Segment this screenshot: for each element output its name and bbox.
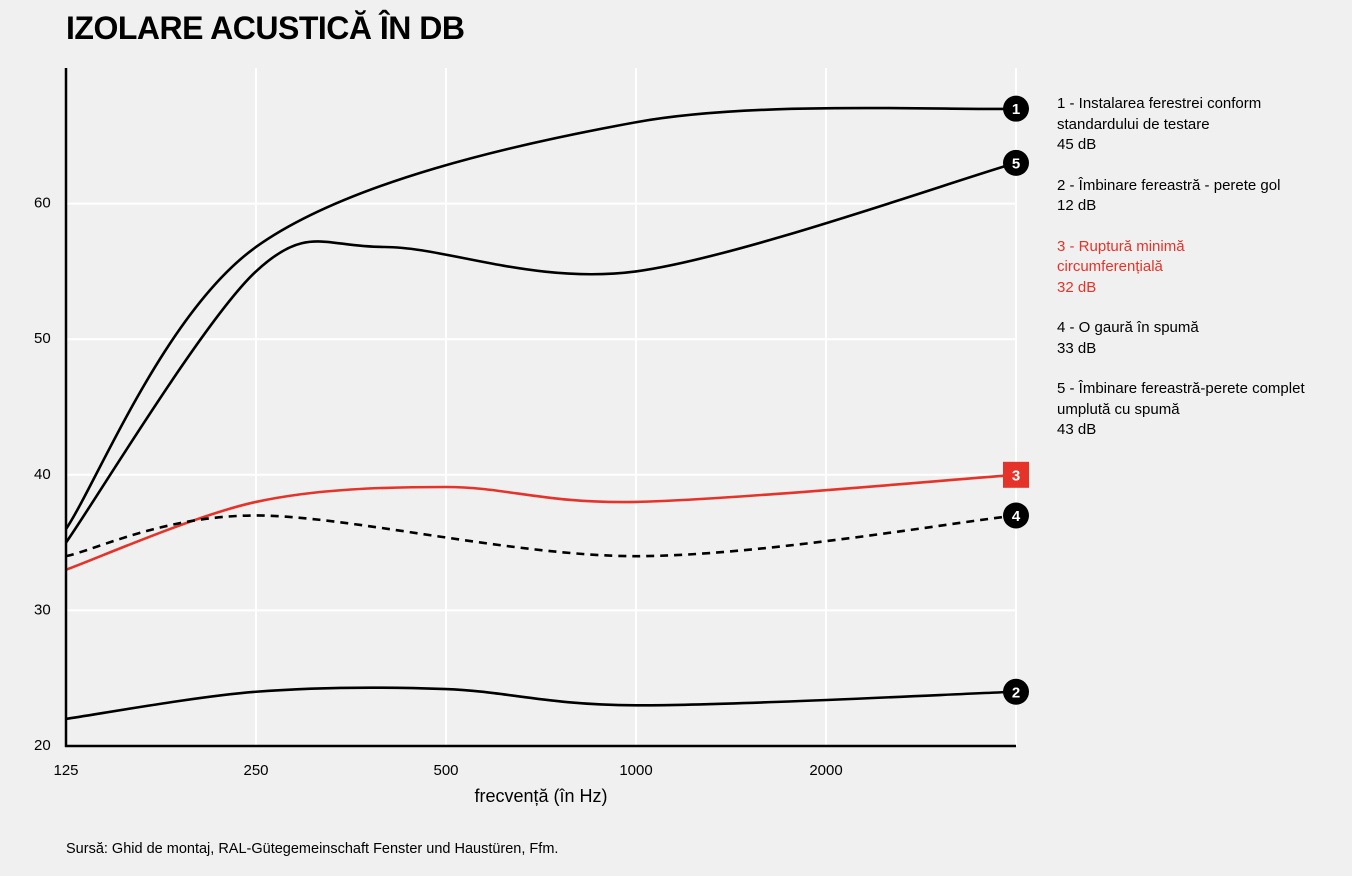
line-chart: 125 250 500 1000 2000 20 30 40 50 60 1 5 3 4 2 frecve… (34, 68, 1029, 806)
series-marker-1 (1003, 95, 1029, 122)
y-tick-label: 20 (34, 737, 51, 754)
series-line-5 (64, 161, 1017, 544)
series-line-3 (65, 473, 1017, 571)
series-marker-2 (1003, 678, 1029, 705)
series-marker-label-3: 3 (1012, 467, 1020, 484)
legend-item: 3 - Ruptură minimă circumferențială 32 dB (1057, 237, 1347, 299)
series-marker-label-2: 2 (1012, 684, 1020, 701)
y-tick-label: 50 (34, 330, 51, 347)
series-marker-label-1: 1 (1012, 101, 1020, 118)
legend-text: umplută cu spumă (1057, 400, 1180, 418)
legend-text: 4 - O gaură în spumă (1057, 319, 1199, 336)
legend-text: circumferențială (1057, 258, 1163, 275)
y-tick-label: 60 (34, 195, 51, 212)
chart-title: IZOLARE ACUSTICĂ ÎN DB (66, 10, 465, 46)
legend-text: 5 - Îmbinare fereastră-perete complet (1057, 380, 1305, 397)
y-tick-label: 40 (34, 466, 51, 483)
legend-item: 5 - Îmbinare fereastră-perete complet ump… (1057, 379, 1347, 441)
series-marker-label-5: 5 (1012, 155, 1020, 172)
source-note: Sursă: Ghid de montaj, RAL-Gütegemeinsch… (66, 841, 559, 857)
series-line-2 (65, 686, 1017, 721)
series-marker-5 (1003, 149, 1029, 176)
y-tick-label: 30 (34, 601, 51, 618)
legend-text: 1 - Instalarea ferestrei conform (1057, 95, 1262, 112)
legend-text: 3 - Ruptură minimă (1057, 237, 1185, 255)
legend-text: 45 dB (1057, 136, 1097, 153)
x-tick-label: 125 (53, 762, 78, 779)
tick-labels: 125 250 500 1000 2000 20 30 40 50 60 (34, 195, 843, 779)
series-markers: 1 5 3 4 2 (1003, 95, 1029, 705)
legend: 1 - Instalarea ferestrei conform standard… (1057, 94, 1347, 461)
legend-item: 2 - Îmbinare fereastră - perete gol 12 dB (1057, 176, 1347, 217)
x-tick-label: 500 (433, 762, 458, 779)
series-marker-4 (1003, 502, 1029, 529)
series-line-4 (65, 514, 1017, 558)
legend-text: 12 dB (1057, 197, 1097, 214)
x-tick-label: 1000 (619, 762, 652, 779)
x-tick-label: 250 (243, 762, 268, 779)
legend-item: 1 - Instalarea ferestrei conform standard… (1057, 94, 1347, 156)
legend-text: 43 dB (1057, 421, 1097, 438)
x-axis-label: frecvență (în Hz) (474, 786, 607, 806)
series-line-1 (64, 106, 1017, 530)
series-marker-3 (1003, 461, 1029, 488)
axes (64, 68, 1016, 748)
legend-text: 2 - Îmbinare fereastră - perete gol (1057, 176, 1281, 194)
legend-text: 32 dB (1057, 278, 1097, 296)
series-lines (64, 106, 1017, 721)
legend-item: 4 - O gaură în spumă 33 dB (1057, 318, 1347, 359)
legend-text: standardului de testare (1057, 115, 1210, 133)
x-tick-label: 2000 (809, 762, 842, 779)
legend-text: 33 dB (1057, 339, 1097, 357)
grid-lines (66, 68, 1017, 746)
series-marker-label-4: 4 (1012, 508, 1021, 525)
